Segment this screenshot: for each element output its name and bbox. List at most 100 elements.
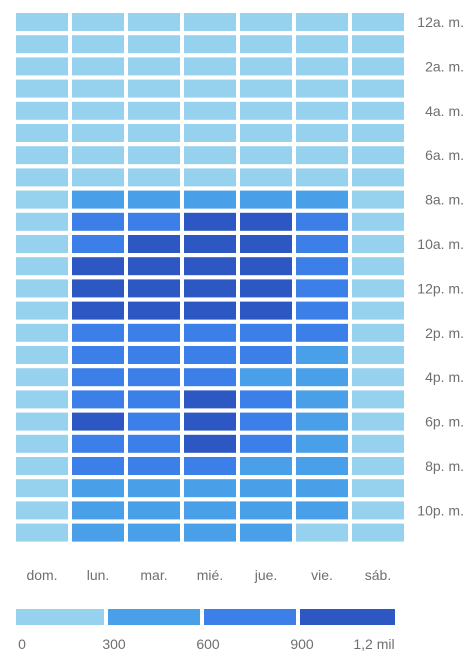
heatmap-cell-mar.-2 [128, 57, 180, 76]
hour-label: 12a. m. [417, 14, 464, 30]
heatmap-cell-sáb.-5 [352, 124, 404, 142]
heatmap-cell-sáb.-6 [352, 146, 404, 165]
heatmap-cell-mié.-8 [184, 190, 236, 209]
hour-label: 2a. m. [425, 58, 464, 74]
heatmap-cell-mié.-15 [184, 346, 236, 364]
day-label: dom. [26, 567, 57, 583]
heatmap-cell-sáb.-18 [352, 412, 404, 431]
heatmap-cell-mié.-3 [184, 79, 236, 98]
heatmap-cell-mié.-23 [184, 523, 236, 542]
heatmap-cell-lun.-3 [72, 79, 124, 98]
heatmap-cell-lun.-17 [72, 390, 124, 409]
heatmap-cell-vie.-18 [296, 412, 348, 431]
heatmap-cell-jue.-10 [240, 235, 292, 253]
heatmap-cell-sáb.-2 [352, 57, 404, 76]
heatmap-cell-vie.-4 [296, 101, 348, 120]
heatmap-cell-dom.-19 [16, 434, 68, 453]
legend-swatch-1 [108, 609, 200, 625]
heatmap-cell-dom.-17 [16, 390, 68, 409]
heatmap-cell-sáb.-14 [352, 323, 404, 342]
day-label: lun. [87, 567, 110, 583]
heatmap-cell-lun.-4 [72, 101, 124, 120]
heatmap-cell-jue.-23 [240, 523, 292, 542]
heatmap-cell-sáb.-1 [352, 35, 404, 54]
heatmap-cell-mar.-6 [128, 146, 180, 165]
heatmap-cell-mar.-0 [128, 13, 180, 31]
heatmap-cell-lun.-19 [72, 434, 124, 453]
heatmap-cell-mié.-6 [184, 146, 236, 165]
heatmap-cell-sáb.-13 [352, 301, 404, 320]
heatmap-cell-mar.-20 [128, 457, 180, 475]
heatmap-cell-dom.-22 [16, 501, 68, 520]
heatmap-cell-jue.-22 [240, 501, 292, 520]
heatmap-cell-sáb.-0 [352, 13, 404, 31]
heatmap-cell-vie.-10 [296, 235, 348, 253]
heatmap-cell-vie.-22 [296, 501, 348, 520]
heatmap-cell-dom.-16 [16, 368, 68, 387]
heatmap-cell-mar.-8 [128, 190, 180, 209]
heatmap-cell-dom.-18 [16, 412, 68, 431]
heatmap-cell-mar.-19 [128, 434, 180, 453]
legend-tick-label: 300 [102, 636, 126, 652]
hour-label: 10a. m. [417, 236, 464, 252]
heatmap-cell-mié.-14 [184, 323, 236, 342]
heatmap-cell-mié.-5 [184, 124, 236, 142]
heatmap-cell-sáb.-23 [352, 523, 404, 542]
heatmap-cell-jue.-1 [240, 35, 292, 54]
heatmap-cell-mié.-11 [184, 257, 236, 276]
legend-swatch-2 [204, 609, 296, 625]
heatmap-cell-mar.-3 [128, 79, 180, 98]
heatmap-cell-vie.-0 [296, 13, 348, 31]
heatmap-cell-lun.-18 [72, 412, 124, 431]
legend-tick-label: 0 [18, 636, 26, 652]
legend-swatch-0 [16, 609, 104, 625]
heatmap-cell-vie.-9 [296, 212, 348, 231]
legend-tick-label: 900 [290, 636, 314, 652]
heatmap-cell-sáb.-22 [352, 501, 404, 520]
heatmap-cell-jue.-4 [240, 101, 292, 120]
heatmap-cell-mar.-18 [128, 412, 180, 431]
heatmap-cell-vie.-13 [296, 301, 348, 320]
heatmap-cell-mié.-21 [184, 479, 236, 498]
color-legend: 0 300 600 900 1,2 mil [16, 609, 395, 652]
legend-tick-label: 600 [196, 636, 220, 652]
heatmap-cell-vie.-5 [296, 124, 348, 142]
heatmap-cell-mar.-22 [128, 501, 180, 520]
day-axis-labels: dom. lun. mar. mié. jue. vie. sáb. [26, 567, 391, 583]
heatmap-cell-mié.-2 [184, 57, 236, 76]
heatmap-cell-mié.-10 [184, 235, 236, 253]
heatmap-cell-vie.-20 [296, 457, 348, 475]
heatmap-cell-sáb.-20 [352, 457, 404, 475]
heatmap-cell-vie.-11 [296, 257, 348, 276]
heatmap-cell-mar.-15 [128, 346, 180, 364]
heatmap-cell-jue.-20 [240, 457, 292, 475]
hour-label: 12p. m. [417, 280, 464, 296]
heatmap-cell-dom.-3 [16, 79, 68, 98]
heatmap-cell-dom.-23 [16, 523, 68, 542]
heatmap-cell-jue.-3 [240, 79, 292, 98]
heatmap-cell-jue.-17 [240, 390, 292, 409]
heatmap-cell-jue.-21 [240, 479, 292, 498]
heatmap-cell-dom.-20 [16, 457, 68, 475]
heatmap-cell-jue.-8 [240, 190, 292, 209]
heatmap-cell-dom.-10 [16, 235, 68, 253]
heatmap-cell-jue.-18 [240, 412, 292, 431]
heatmap-cell-vie.-12 [296, 279, 348, 298]
heatmap-cell-mié.-13 [184, 301, 236, 320]
heatmap-cell-lun.-13 [72, 301, 124, 320]
heatmap-cell-lun.-23 [72, 523, 124, 542]
hour-label: 4p. m. [425, 369, 464, 385]
heatmap-cell-mié.-16 [184, 368, 236, 387]
heatmap-cell-lun.-14 [72, 323, 124, 342]
heatmap-cell-lun.-15 [72, 346, 124, 364]
heatmap-cell-lun.-1 [72, 35, 124, 54]
day-label: vie. [311, 567, 333, 583]
heatmap-cell-mar.-7 [128, 168, 180, 187]
heatmap-cell-sáb.-21 [352, 479, 404, 498]
heatmap-cell-lun.-10 [72, 235, 124, 253]
heatmap-cell-dom.-12 [16, 279, 68, 298]
heatmap-cell-mar.-17 [128, 390, 180, 409]
heatmap-cell-vie.-8 [296, 190, 348, 209]
heatmap-cell-sáb.-11 [352, 257, 404, 276]
